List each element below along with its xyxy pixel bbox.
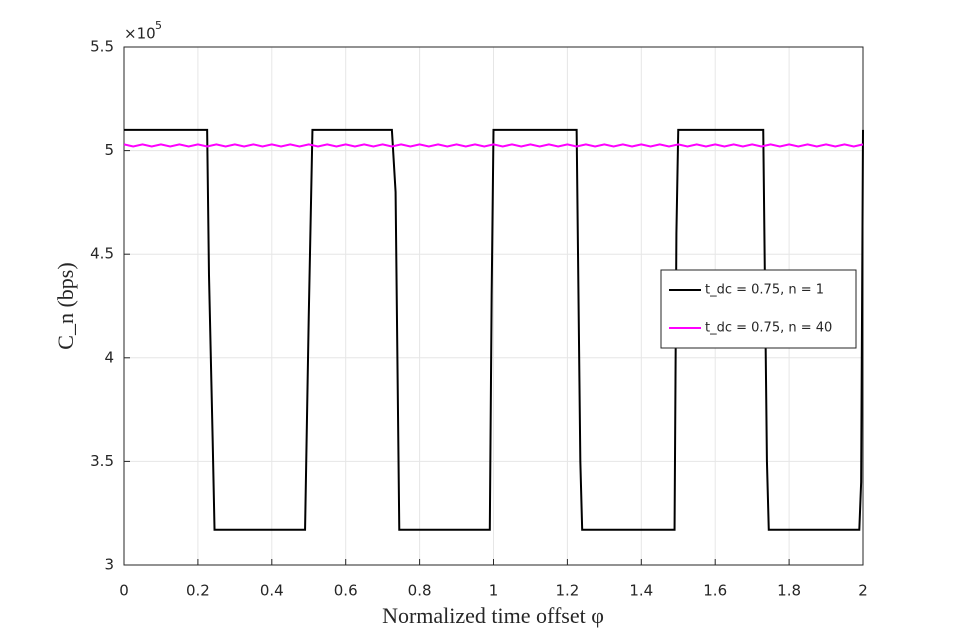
y-multiplier: ×10 (124, 25, 156, 43)
y-tick-label: 3.5 (90, 452, 114, 470)
y-multiplier-exponent: 5 (155, 19, 162, 32)
legend-label: t_dc = 0.75, n = 40 (705, 321, 832, 336)
line-series (123, 143, 864, 148)
x-tick-label: 0.4 (260, 582, 284, 600)
y-axis-label: C_n (bps) (53, 262, 78, 349)
x-tick-label: 1.6 (703, 582, 727, 600)
x-axis-label: Normalized time offset φ (382, 603, 604, 628)
y-tick-label: 4 (104, 348, 114, 366)
legend-box (660, 269, 857, 349)
x-tick-label: 0.2 (186, 582, 210, 600)
y-tick-label: 4.5 (90, 245, 114, 263)
x-tick-label: 1.8 (777, 582, 801, 600)
y-tick-label: 5 (104, 141, 114, 159)
x-tick-label: 0 (119, 582, 129, 600)
x-tick-label: 0.6 (334, 582, 358, 600)
y-tick-label: 3 (104, 556, 114, 574)
line-series (124, 128, 864, 531)
x-tick-label: 1.4 (629, 582, 653, 600)
y-tick-label: 5.5 (90, 38, 114, 56)
legend-label: t_dc = 0.75, n = 1 (705, 283, 824, 298)
x-tick-label: 1.2 (555, 582, 579, 600)
x-tick-label: 1 (489, 582, 499, 600)
x-tick-label: 0.8 (408, 582, 432, 600)
x-tick-label: 2 (858, 582, 868, 600)
